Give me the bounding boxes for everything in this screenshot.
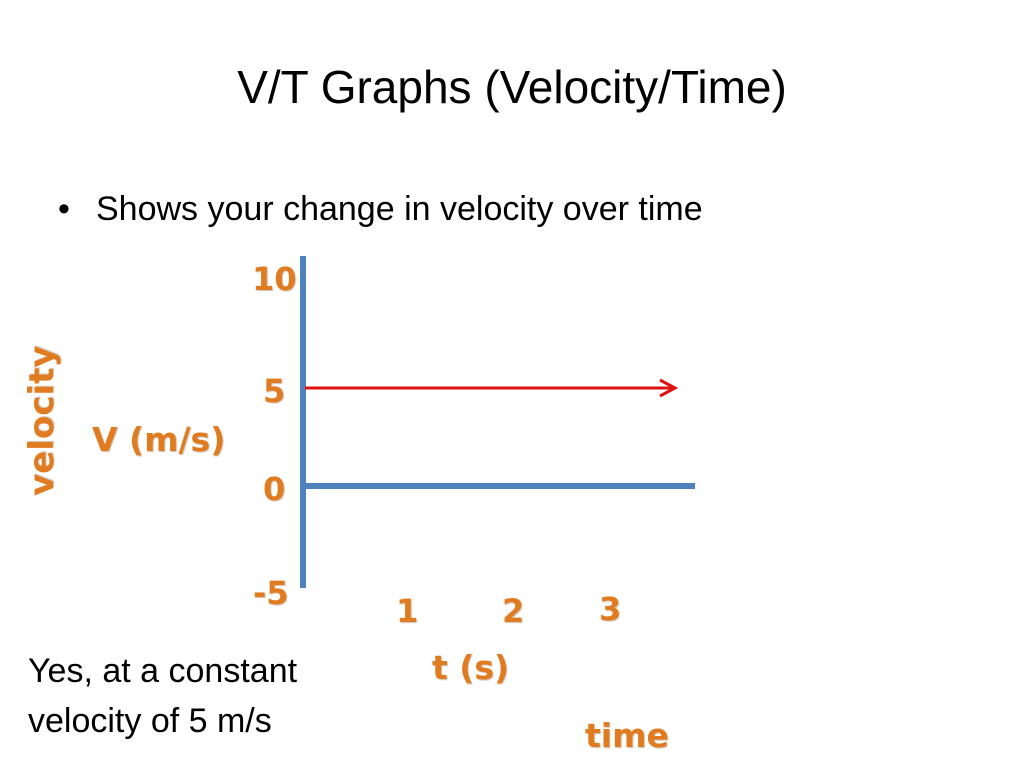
answer-line-1: Yes, at a constant xyxy=(28,652,298,690)
x-tick-label-2: 2 xyxy=(502,592,525,630)
velocity-rotated-label: velocity xyxy=(22,345,62,496)
y-tick-label-0: 0 xyxy=(263,470,286,508)
slide-title: V/T Graphs (Velocity/Time) xyxy=(237,61,787,113)
bullet-dot-icon: • xyxy=(58,190,70,228)
x-axis-caption: time xyxy=(585,716,669,755)
y-tick-label-10: 10 xyxy=(252,260,297,298)
answer-text: Yes, at a constant velocity of 5 m/s xyxy=(28,646,297,746)
bullet-text: Shows your change in velocity over time xyxy=(96,190,703,228)
arrowhead-icon xyxy=(659,378,679,398)
y-axis-label: V (m/s) xyxy=(92,420,226,459)
y-tick-label-5: 5 xyxy=(263,372,286,410)
x-tick-label-3: 3 xyxy=(599,590,622,628)
x-tick-label-1: 1 xyxy=(396,592,419,630)
y-tick-label-neg5: -5 xyxy=(253,574,289,612)
x-axis-label: t (s) xyxy=(432,648,510,687)
answer-line-2: velocity of 5 m/s xyxy=(28,702,272,740)
bullet-item: • Shows your change in velocity over time xyxy=(58,190,703,229)
